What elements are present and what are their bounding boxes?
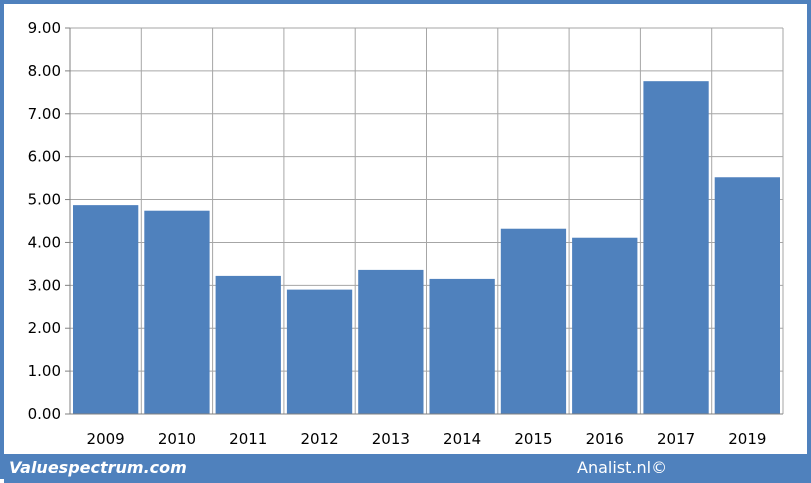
bar-2015 xyxy=(500,228,567,414)
y-tick-label: 1.00 xyxy=(28,362,61,380)
x-tick-label: 2013 xyxy=(372,430,410,448)
y-tick-label: 4.00 xyxy=(28,233,61,251)
bar-2017 xyxy=(643,81,709,414)
x-tick-label: 2009 xyxy=(87,430,125,448)
bar-2014 xyxy=(429,278,495,414)
y-tick-label: 7.00 xyxy=(28,105,61,123)
x-tick-label: 2010 xyxy=(158,430,196,448)
bar-2019 xyxy=(714,177,780,414)
footer-source-right: Analist.nl© xyxy=(577,458,668,477)
bars xyxy=(73,81,780,414)
x-tick-label: 2015 xyxy=(514,430,552,448)
grid-lines xyxy=(69,27,784,414)
y-tick-label: 8.00 xyxy=(28,62,61,80)
y-tick-labels: 0.00 1.00 2.00 3.00 4.00 5.00 6.00 7.00 8.00 9.00 xyxy=(28,19,61,423)
y-tick-label: 5.00 xyxy=(28,191,61,209)
footer-source-left: Valuespectrum.com xyxy=(9,458,187,477)
x-tick-label: 2012 xyxy=(300,430,338,448)
bar-2013 xyxy=(358,269,424,414)
bar-2012 xyxy=(286,289,353,414)
footer-bar: Valuespectrum.com Analist.nl© xyxy=(4,454,811,483)
x-tick-label: 2014 xyxy=(443,430,481,448)
x-tick-label: 2017 xyxy=(657,430,695,448)
bar-2016 xyxy=(572,237,638,414)
bar-2011 xyxy=(215,275,281,414)
axes xyxy=(65,27,783,415)
y-tick-label: 6.00 xyxy=(28,148,61,166)
x-tick-label: 2011 xyxy=(229,430,267,448)
bar-chart: 0.00 1.00 2.00 3.00 4.00 5.00 6.00 7.00 8.00 9.00… xyxy=(28,19,784,448)
y-tick-label: 2.00 xyxy=(28,319,61,337)
y-tick-label: 3.00 xyxy=(28,276,61,294)
x-tick-labels: 2009 2010 2011 2012 2013 2014 2015 2016 2017 2019 xyxy=(87,430,767,448)
bar-2010 xyxy=(144,210,210,414)
x-tick-label: 2016 xyxy=(586,430,624,448)
bar-2009 xyxy=(73,205,139,414)
x-tick-label: 2019 xyxy=(728,430,766,448)
y-tick-label: 9.00 xyxy=(28,19,61,37)
y-tick-label: 0.00 xyxy=(28,405,61,423)
